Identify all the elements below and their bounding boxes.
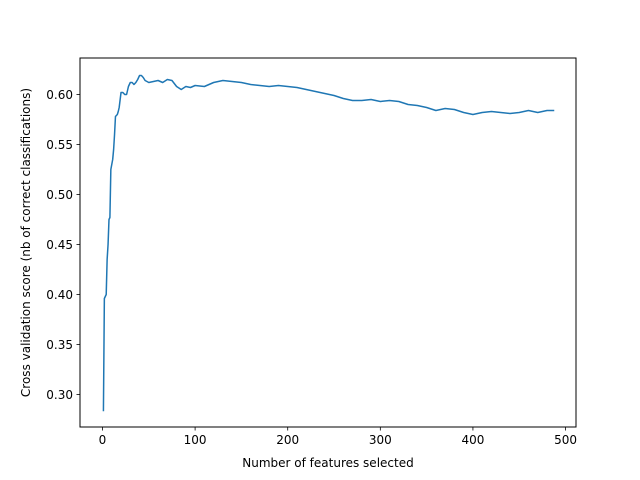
series-line-0 bbox=[102, 74, 555, 412]
series-layer bbox=[102, 74, 555, 412]
x-tick-label: 400 bbox=[461, 433, 484, 447]
x-tick-label: 300 bbox=[369, 433, 392, 447]
y-axis-ticks: 0.30 0.35 0.40 0.45 0.50 0.55 0.60 bbox=[46, 88, 80, 402]
x-tick-label: 0 bbox=[99, 433, 107, 447]
x-axis-ticks: 0 100 200 300 400 500 bbox=[99, 427, 577, 447]
y-tick-label: 0.50 bbox=[46, 188, 73, 202]
axes-background bbox=[80, 58, 576, 427]
y-tick-label: 0.55 bbox=[46, 138, 73, 152]
x-axis-label: Number of features selected bbox=[242, 456, 413, 470]
y-axis-label: Cross validation score (nb of correct cl… bbox=[19, 88, 33, 397]
x-tick-label: 100 bbox=[184, 433, 207, 447]
plot-area bbox=[79, 57, 577, 428]
axes-frame bbox=[79, 57, 577, 428]
y-tick-label: 0.40 bbox=[46, 288, 73, 302]
y-tick-label: 0.30 bbox=[46, 388, 73, 402]
y-tick-label: 0.45 bbox=[46, 238, 73, 252]
x-tick-label: 200 bbox=[276, 433, 299, 447]
y-tick-label: 0.60 bbox=[46, 88, 73, 102]
y-tick-label: 0.35 bbox=[46, 338, 73, 352]
x-tick-label: 500 bbox=[554, 433, 577, 447]
